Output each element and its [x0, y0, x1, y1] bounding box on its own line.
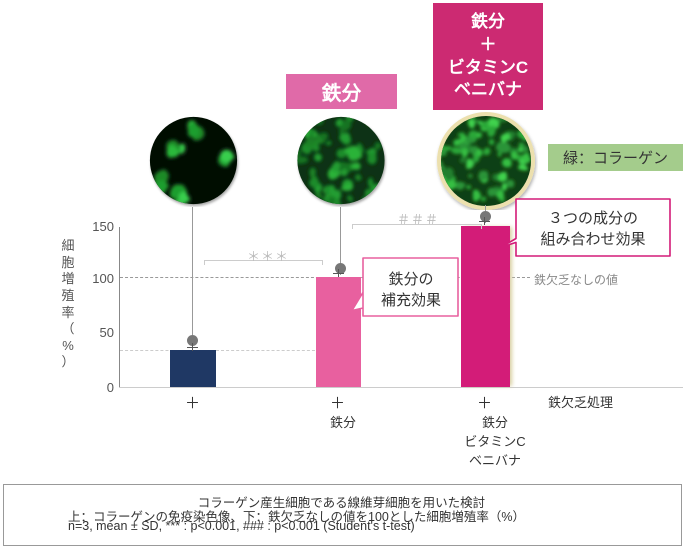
svg-text:組み合わせ効果: 組み合わせ効果: [540, 231, 645, 248]
svg-text:３つの成分の: ３つの成分の: [548, 210, 638, 227]
svg-text:鉄分の: 鉄分の: [388, 271, 433, 288]
svg-text:補充効果: 補充効果: [381, 292, 441, 309]
